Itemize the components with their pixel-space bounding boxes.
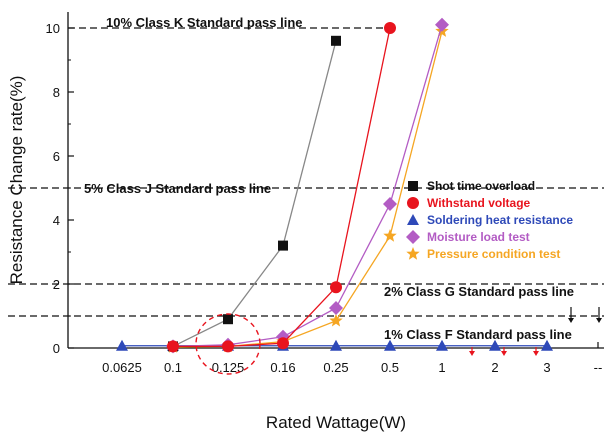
data-point [116,339,128,351]
y-axis-title: Resistance Change rate(%) [7,76,26,285]
data-point [329,301,343,315]
series-line [172,24,443,348]
data-point [489,339,501,351]
y-tick-label: 4 [53,213,60,228]
arrow-head [501,351,507,356]
legend-label: Pressure condition test [427,247,560,261]
data-point [406,230,420,244]
x-tick-label: 0.125 [212,360,245,375]
data-point [167,340,179,353]
data-point [278,240,288,251]
pass-line-label: 2% Class G Standard pass line [384,284,574,299]
data-point [383,197,397,211]
y-tick-label: 0 [53,341,60,356]
x-tick-label: 0.16 [270,360,295,375]
data-point [222,340,234,353]
data-point [384,339,396,351]
data-point [277,337,289,350]
legend-label: Withstand voltage [427,196,531,210]
x-tick-label: 0.0625 [102,360,142,375]
data-point [383,229,397,242]
data-point [384,22,396,34]
arrow-head [533,351,539,356]
legend-label: Soldering heat resistance [427,213,573,227]
data-point [435,17,449,32]
data-point [541,339,553,351]
x-tick-label: 3 [543,360,550,375]
data-point [331,35,341,46]
data-point [408,181,418,191]
data-point [330,281,342,294]
x-tick-label: 2 [491,360,498,375]
pass-line-label: 10% Class K Standard pass line [106,15,303,30]
legend-label: Shot time overload [427,179,535,193]
y-tick-label: 6 [53,149,60,164]
series-withstand-voltage [167,22,396,353]
annotations [195,307,602,375]
x-axis-title: Rated Wattage(W) [266,413,406,432]
pass-lines: 10% Class K Standard pass line 5% Class J… [8,15,604,342]
legend-label: Moisture load test [427,230,530,244]
series-line [172,40,337,347]
data-point [329,313,343,327]
x-tick-label: -- [594,360,603,375]
data-point [407,214,419,225]
axes: 02468100.06250.10.1250.160.250.5123--Rat… [7,12,604,432]
legend: Shot time overload Withstand voltage Solde… [406,179,573,261]
arrow-head [469,351,475,356]
x-tick-label: 1 [438,360,445,375]
pass-line-label: 1% Class F Standard pass line [384,327,572,342]
pass-line-label: 5% Class J Standard pass line [84,181,271,196]
data-point [407,197,419,209]
data-point [406,247,420,260]
y-tick-label: 10 [46,21,60,36]
data-point [436,339,448,351]
data-point [223,314,233,325]
x-tick-label: 0.25 [323,360,348,375]
x-tick-label: 0.5 [381,360,399,375]
highlight-circle [195,313,261,375]
arrow-head [568,318,574,323]
data-point [330,339,342,351]
y-tick-label: 8 [53,85,60,100]
series-layer [116,17,553,354]
x-tick-label: 0.1 [164,360,182,375]
arrow-head [596,318,602,323]
